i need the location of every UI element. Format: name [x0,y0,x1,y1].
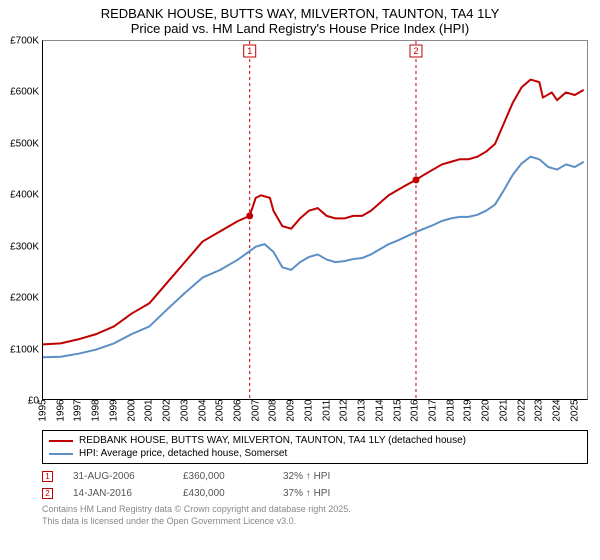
event-marker-icon: 2 [42,488,53,499]
x-axis-tick-label: 2012 [339,399,350,421]
x-axis-tick-label: 1999 [108,399,119,421]
legend-label-hpi: HPI: Average price, detached house, Some… [79,448,287,459]
y-axis-tick-label: £600K [10,87,39,98]
x-axis-tick-label: 2001 [144,399,155,421]
x-axis-tick-label: 2008 [268,399,279,421]
x-axis-tick-label: 1995 [38,399,49,421]
price-chart-container: { "title_line1": "REDBANK HOUSE, BUTTS W… [0,0,600,560]
x-axis-tick-label: 2010 [303,399,314,421]
x-axis-tick-label: 2000 [126,399,137,421]
chart-title-line1: REDBANK HOUSE, BUTTS WAY, MILVERTON, TAU… [0,0,600,21]
x-axis-tick-label: 2022 [516,399,527,421]
x-axis-tick-label: 2005 [215,399,226,421]
y-axis-tick-label: £100K [10,344,39,355]
svg-text:2: 2 [413,46,418,56]
event-marker-icon: 1 [42,471,53,482]
x-axis-tick-label: 2003 [179,399,190,421]
x-axis-tick-label: 2015 [392,399,403,421]
event-date: 31-AUG-2006 [73,471,163,482]
x-axis-tick-label: 2023 [534,399,545,421]
x-axis-tick-label: 2018 [445,399,456,421]
x-axis-tick-label: 2025 [569,399,580,421]
x-axis-tick-label: 2002 [162,399,173,421]
chart-svg: 12 [43,41,589,401]
legend-swatch-property [49,440,73,442]
credits-line: Contains HM Land Registry data © Crown c… [42,504,588,516]
legend-item-hpi: HPI: Average price, detached house, Some… [49,447,581,460]
x-axis-tick-label: 2020 [481,399,492,421]
x-axis-tick-label: 2016 [410,399,421,421]
svg-text:1: 1 [247,46,252,56]
x-axis-tick-label: 2014 [374,399,385,421]
y-axis-tick-label: £300K [10,241,39,252]
chart-title-line2: Price paid vs. HM Land Registry's House … [0,21,600,40]
event-price: £360,000 [183,471,263,482]
price-event-row: 2 14-JAN-2016 £430,000 37% ↑ HPI [42,485,588,502]
event-delta: 32% ↑ HPI [283,471,330,482]
x-axis-tick-label: 2021 [498,399,509,421]
price-events-table: 1 31-AUG-2006 £360,000 32% ↑ HPI 2 14-JA… [42,468,588,502]
x-axis-tick-label: 2024 [552,399,563,421]
x-axis-tick-label: 2009 [286,399,297,421]
legend-item-property: REDBANK HOUSE, BUTTS WAY, MILVERTON, TAU… [49,434,581,447]
y-axis-tick-label: £700K [10,36,39,47]
x-axis-tick-label: 2004 [197,399,208,421]
legend-label-property: REDBANK HOUSE, BUTTS WAY, MILVERTON, TAU… [79,435,466,446]
x-axis-tick-label: 1996 [55,399,66,421]
legend: REDBANK HOUSE, BUTTS WAY, MILVERTON, TAU… [42,430,588,464]
x-axis-tick-label: 1998 [91,399,102,421]
x-axis-tick-label: 2013 [357,399,368,421]
y-axis-tick-label: £400K [10,190,39,201]
data-credits: Contains HM Land Registry data © Crown c… [42,504,588,527]
price-event-row: 1 31-AUG-2006 £360,000 32% ↑ HPI [42,468,588,485]
legend-swatch-hpi [49,453,73,455]
event-delta: 37% ↑ HPI [283,488,330,499]
x-axis-tick-label: 2011 [321,400,332,422]
x-axis-tick-label: 2007 [250,399,261,421]
event-price: £430,000 [183,488,263,499]
chart-plot-area: 12 £0£100K£200K£300K£400K£500K£600K£700K… [42,40,588,400]
y-axis-tick-label: £500K [10,138,39,149]
x-axis-tick-label: 1997 [73,399,84,421]
event-date: 14-JAN-2016 [73,488,163,499]
x-axis-tick-label: 2017 [428,399,439,421]
credits-line: This data is licensed under the Open Gov… [42,516,588,528]
y-axis-tick-label: £200K [10,293,39,304]
x-axis-tick-label: 2019 [463,399,474,421]
x-axis-tick-label: 2006 [233,399,244,421]
